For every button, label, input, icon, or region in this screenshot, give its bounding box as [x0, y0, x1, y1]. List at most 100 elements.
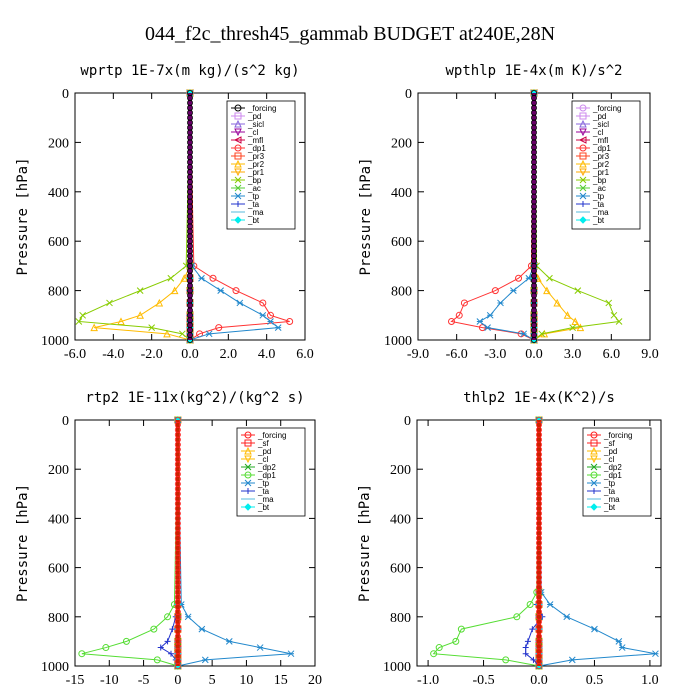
legend-marker_ta	[235, 201, 241, 207]
series-line_dp1	[189, 92, 290, 341]
series-point_dp1	[455, 311, 463, 319]
y-axis-label: Pressure [hPa]	[15, 157, 31, 275]
y-tick-label: 0	[62, 87, 69, 102]
legend-label_pr3: _pr3	[592, 152, 610, 161]
legend-label_pd: _pd	[247, 112, 261, 121]
legend-marker_cl	[244, 455, 252, 464]
series-point_dp1	[502, 656, 510, 664]
legend-label_sicl: _sicl	[592, 120, 609, 129]
x-tick-label: 6.0	[603, 347, 621, 362]
series-line_dp1	[432, 419, 540, 667]
series-point_tp	[184, 613, 192, 621]
legend-marker_bt	[579, 216, 587, 224]
legend-marker_forcing	[244, 431, 252, 439]
legend-marker_pd	[244, 446, 252, 455]
x-tick-label: 0	[174, 673, 181, 688]
legend-marker_ac	[234, 184, 242, 192]
series-point_dp1	[286, 317, 294, 325]
legend-label_forcing: _forcing	[592, 104, 621, 113]
series-point_bp	[546, 274, 553, 282]
y-tick-label: 800	[48, 285, 69, 300]
legend-label_mfl: _mfl	[592, 136, 608, 145]
series-point_bp	[569, 324, 577, 332]
y-tick-label: 0	[405, 87, 412, 102]
y-axis-label: Pressure [hPa]	[15, 484, 31, 602]
series-line_tp	[478, 93, 535, 341]
series-point_tp	[520, 330, 528, 338]
y-tick-label: 600	[390, 562, 411, 577]
series-point_dp1	[448, 317, 456, 325]
legend-label_dp2: _dp2	[257, 463, 276, 472]
series-point_pr2	[163, 329, 171, 338]
legend-marker_ta	[245, 488, 251, 494]
y-tick-label: 800	[391, 285, 412, 300]
series-point_bp	[574, 287, 582, 294]
legend-marker_ta	[580, 201, 586, 207]
legend-marker_sf	[590, 439, 598, 447]
panel-title: wprtp 1E-7x(m kg)/(s^2 kg)	[80, 63, 299, 79]
legend-label_pr1: _pr1	[247, 168, 265, 177]
legend: _forcing_pd_sicl_cl_mfl_dp1_pr3_pr2_pr1_…	[571, 100, 641, 230]
series-point_ta	[529, 626, 536, 633]
legend-label_bp: _bp	[247, 176, 262, 185]
legend-label_ta: _ta	[592, 200, 605, 209]
y-tick-label: 800	[390, 611, 411, 626]
series-point_pr2	[180, 274, 189, 282]
x-tick-label: 3.0	[564, 347, 582, 362]
legend-label_bt: _bt	[257, 503, 270, 512]
chart-panel-4: thlp2 1E-4x(K^2)/s Pressure [hPa] -1.0 -0.5…	[357, 390, 662, 688]
x-tick-label: 10	[239, 673, 253, 688]
series-point_bp	[178, 330, 186, 338]
y-tick-label: 200	[391, 136, 412, 151]
y-tick-label: 0	[404, 414, 411, 429]
y-tick-label: 200	[48, 463, 69, 478]
legend-marker_pr2	[234, 159, 242, 168]
series-point_tp	[618, 644, 626, 651]
y-tick-label: 600	[48, 562, 69, 577]
legend-label_dp1: _dp1	[603, 471, 622, 480]
legend-label_pd: _pd	[592, 112, 606, 121]
series-point_bp	[106, 299, 113, 307]
legend-marker_pr1	[579, 168, 587, 177]
legend-label_dp2: _dp2	[603, 463, 622, 472]
legend-marker_dp2	[590, 463, 598, 471]
series-line_tp	[189, 92, 280, 341]
y-tick-label: 200	[390, 463, 411, 478]
zero-profile-marker	[536, 663, 543, 670]
series-point_dp1	[430, 650, 438, 658]
series-point_pr2	[155, 298, 164, 307]
legend-marker_dp1	[590, 471, 598, 479]
y-tick-label: 800	[48, 611, 69, 626]
x-tick-label: -2.0	[141, 347, 163, 362]
x-tick-label: -4.0	[102, 347, 124, 362]
series-point_dp1	[102, 644, 110, 652]
legend: _forcing_sf_pd_cl_dp2_dp1_tp_ta_ma_bt	[236, 427, 306, 517]
x-tick-label: 20	[308, 673, 322, 688]
legend-marker_bp	[579, 176, 587, 184]
y-tick-label: 400	[48, 512, 69, 527]
legend-label_tp: _tp	[247, 192, 260, 201]
series-point_tp	[198, 274, 205, 282]
series-point_tp	[615, 638, 623, 645]
legend: _forcing_pd_sicl_cl_mfl_dp1_pr3_pr2_pr1_…	[226, 100, 296, 230]
legend: _forcing_sf_pd_cl_dp2_dp1_tp_ta_ma_bt	[582, 427, 652, 517]
series-point_pr2	[576, 323, 585, 332]
legend-marker_pr2	[579, 159, 587, 168]
series-point_pr2	[543, 286, 551, 295]
x-tick-label: 4.0	[258, 347, 276, 362]
legend-marker_ta	[591, 488, 597, 494]
series-line_dp1	[81, 419, 179, 667]
series-point_tp	[225, 638, 233, 645]
series-point_pr2	[136, 311, 144, 319]
legend-marker_tp	[244, 479, 252, 487]
series-point_bp	[136, 287, 144, 294]
figure-title: 044_f2c_thresh45_gammab BUDGET at240E,28…	[145, 23, 555, 45]
legend-marker_bt	[234, 216, 242, 224]
series-point_bp	[167, 274, 175, 282]
zero-profile-marker	[174, 663, 181, 670]
series-point_tp	[497, 299, 504, 307]
series-point_dp1	[78, 650, 86, 658]
y-axis-label: Pressure [hPa]	[358, 157, 374, 275]
y-tick-label: 1000	[41, 660, 69, 675]
zero-profile-marker	[531, 336, 538, 343]
